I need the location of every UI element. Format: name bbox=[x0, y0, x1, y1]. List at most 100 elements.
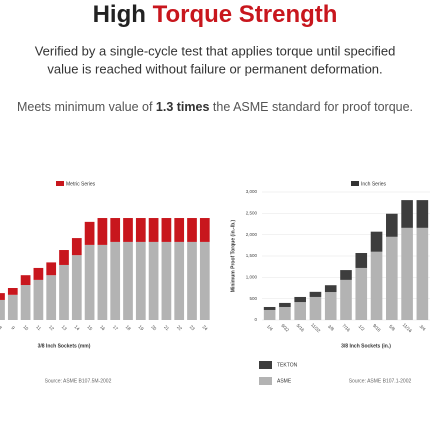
bar-segment bbox=[97, 244, 108, 320]
x-tick-label: 24 bbox=[201, 324, 208, 331]
x-tick-label: 16 bbox=[99, 324, 106, 331]
x-tick-label: 17 bbox=[112, 324, 119, 331]
bar-segment bbox=[279, 306, 291, 320]
bar-segment bbox=[59, 264, 69, 320]
bar-segment bbox=[46, 262, 57, 276]
series-title: Metric Series bbox=[66, 181, 96, 187]
bar-segment bbox=[59, 250, 69, 265]
bar-segment bbox=[279, 302, 291, 307]
x-tick-label: 1/4 bbox=[266, 324, 274, 332]
bar-segment bbox=[0, 299, 5, 320]
series-icon bbox=[351, 181, 359, 186]
bar-segment bbox=[33, 279, 44, 320]
bar-segment bbox=[199, 241, 210, 320]
bar-segment bbox=[7, 294, 18, 320]
description: Verified by a single-cycle test that app… bbox=[35, 43, 396, 58]
bar-segment bbox=[161, 218, 172, 242]
bar-segment bbox=[148, 218, 159, 242]
x-tick-label: 15 bbox=[86, 324, 93, 331]
bar-segment bbox=[199, 218, 210, 242]
x-tick-label: 14 bbox=[73, 324, 80, 331]
bar-segment bbox=[33, 267, 44, 280]
bar-segment bbox=[340, 270, 352, 280]
bar-segment bbox=[161, 241, 172, 320]
bar-segment bbox=[0, 293, 5, 300]
y-tick-label: 2,500 bbox=[246, 211, 258, 216]
x-tick-label: 3/8 bbox=[327, 324, 335, 332]
x-tick-label: 13 bbox=[61, 324, 68, 331]
source: Source: ASME B107.5M-2002 bbox=[45, 378, 112, 384]
x-tick-label: 1/2 bbox=[358, 324, 366, 332]
x-tick-label: 11/32 bbox=[310, 322, 322, 334]
bar-segment bbox=[84, 244, 95, 320]
x-tick-label: 9/32 bbox=[280, 323, 290, 333]
legend-label: TEKTON bbox=[277, 362, 298, 368]
legend-swatch bbox=[259, 377, 272, 385]
bar-segment bbox=[174, 218, 185, 242]
bar-segment bbox=[355, 253, 368, 268]
x-tick-label: 9 bbox=[10, 325, 16, 331]
x-axis-label: 3/8 Inch Sockets (mm) bbox=[38, 343, 91, 349]
y-tick-label: 0 bbox=[254, 317, 257, 322]
bar-segment bbox=[71, 255, 82, 320]
y-tick-label: 1,500 bbox=[246, 253, 258, 258]
x-axis-label: 3/8 Inch Sockets (in.) bbox=[341, 343, 391, 349]
bar-segment bbox=[309, 296, 322, 320]
bar-segment bbox=[97, 218, 108, 245]
x-tick-label: 19 bbox=[137, 324, 144, 331]
bar-segment bbox=[386, 213, 398, 237]
x-tick-label: 5/16 bbox=[296, 323, 306, 333]
title: High Torque Strength bbox=[93, 1, 338, 28]
bar-segment bbox=[370, 231, 383, 252]
bar-segment bbox=[84, 221, 95, 245]
title-plain: High bbox=[93, 1, 146, 28]
bar-segment bbox=[187, 218, 197, 242]
legend-swatch bbox=[259, 361, 272, 369]
y-tick-label: 1,000 bbox=[246, 275, 258, 280]
x-tick-label: 18 bbox=[125, 324, 132, 331]
bar-segment bbox=[324, 285, 337, 293]
legend-label: ASME bbox=[277, 378, 292, 384]
x-tick-label: 21 bbox=[163, 324, 170, 331]
bar-segment bbox=[309, 291, 322, 297]
bar-segment bbox=[416, 227, 429, 320]
bar-segment bbox=[386, 236, 398, 320]
bar-segment bbox=[110, 218, 121, 242]
title-accent: Torque Strength bbox=[153, 1, 338, 28]
y-tick-label: 3,000 bbox=[246, 189, 258, 194]
note-bold: 1.3 times bbox=[156, 100, 210, 114]
bar-segment bbox=[46, 275, 57, 320]
bar-segment bbox=[416, 200, 429, 228]
bar-segment bbox=[123, 241, 133, 320]
note-text: the ASME standard for proof torque. bbox=[213, 100, 413, 114]
series-title: Inch Series bbox=[361, 181, 387, 187]
x-tick-label: 20 bbox=[150, 324, 157, 331]
bar-segment bbox=[110, 241, 121, 320]
bar-segment bbox=[294, 302, 306, 320]
x-tick-label: 11 bbox=[35, 324, 42, 331]
bar-segment bbox=[324, 292, 337, 320]
x-tick-label: 22 bbox=[176, 324, 183, 331]
note: Meets minimum value of 1.3 times the ASM… bbox=[17, 100, 413, 114]
source: Source: ASME B107.1-2002 bbox=[349, 378, 412, 384]
note-text: Meets minimum value of bbox=[17, 100, 153, 114]
bar-segment bbox=[20, 275, 31, 286]
x-tick-label: 9/16 bbox=[372, 323, 382, 333]
bar-segment bbox=[401, 200, 413, 228]
bar-segment bbox=[263, 306, 276, 310]
bar-segment bbox=[174, 241, 185, 320]
bar-segment bbox=[20, 285, 31, 320]
x-tick-label: 5/8 bbox=[388, 324, 396, 332]
y-tick-label: 2,000 bbox=[246, 232, 258, 237]
bar-segment bbox=[135, 241, 146, 320]
x-tick-label: 8 bbox=[0, 325, 3, 331]
y-axis-label: Minimum Proof Torque (in.-lb.) bbox=[230, 219, 236, 292]
x-tick-label: 11/16 bbox=[402, 322, 414, 334]
x-tick-label: 23 bbox=[189, 324, 196, 331]
bar-segment bbox=[187, 241, 197, 320]
x-tick-label: 12 bbox=[48, 324, 55, 331]
series-icon bbox=[56, 181, 64, 186]
bar-segment bbox=[340, 279, 352, 320]
